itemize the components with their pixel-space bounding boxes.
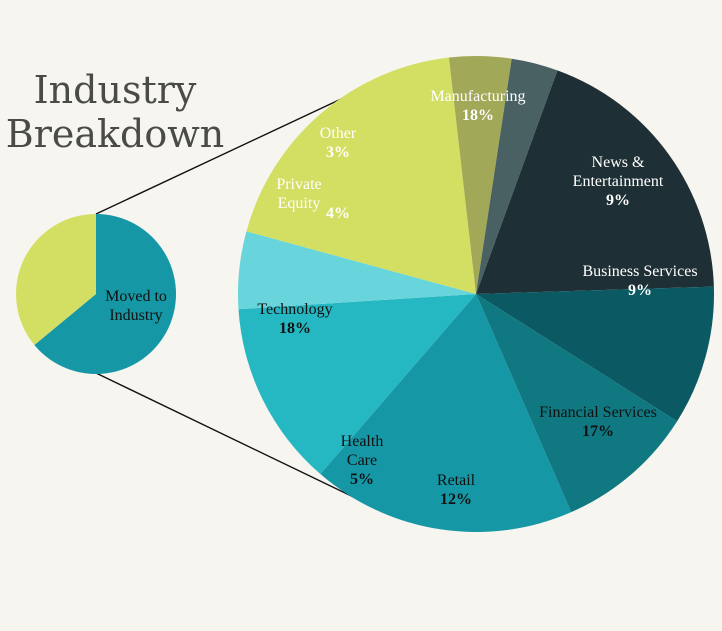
label-retail-line-1: Retail [437,472,476,489]
percent-financial-services: 17% [582,423,614,440]
big-pie [237,56,714,533]
label-technology-line-1: Technology [257,301,332,318]
slice-financial-services [320,294,572,533]
label-other-line-1: Other [320,125,357,142]
small-slice-moved-to-industry [34,214,177,374]
percent-other: 3% [326,144,350,161]
label-news-and-entertainment-line-2: Entertainment [573,173,664,190]
label-health-care-line-2: Care [347,452,377,469]
chart-title-line-1: Industry [34,68,197,112]
slice-other [476,58,558,295]
label-manufacturing-line-1: Manufacturing [430,88,525,105]
slice-business-services [476,294,678,513]
label-health-care-line-1: Health [341,433,384,450]
chart-title-line-2: Breakdown [6,112,224,156]
small-slice-other [16,214,96,345]
percent-private-equity: 4% [326,205,350,222]
percent-technology: 18% [279,320,311,337]
label-private-equity-line-2: Equity [278,195,321,212]
percent-health-care: 5% [350,471,374,488]
percent-retail: 12% [440,491,472,508]
slice-manufacturing [476,70,714,294]
slice-health-care [237,231,476,310]
small-pie [16,214,177,374]
small-pie-label-line-1: Moved to [105,288,167,305]
label-business-services-line-1: Business Services [582,263,697,280]
label-financial-services-line-1: Financial Services [539,404,657,421]
slice-retail [238,294,476,475]
connector-line-top [95,91,357,215]
label-news-and-entertainment-line-1: News & [592,154,645,171]
small-pie-label-line-2: Industry [109,307,162,324]
slice-private-equity [448,56,512,295]
percent-news-and-entertainment: 9% [606,192,630,209]
percent-business-services: 9% [628,282,652,299]
slice-technology [246,57,476,294]
slice-news-and-entertainment [476,286,714,422]
big-pie-labels: Manufacturing 18% News & Entertainment 9% Bus… [257,88,697,508]
percent-manufacturing: 18% [462,107,494,124]
connector-line-bottom [95,372,371,506]
label-private-equity-line-1: Private [276,176,321,193]
